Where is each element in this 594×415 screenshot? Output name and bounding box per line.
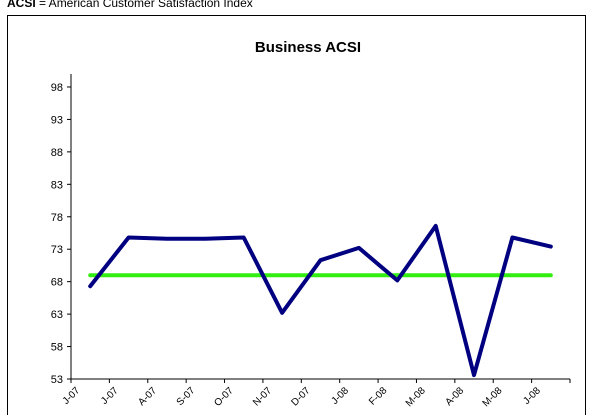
y-tick-label: 83 — [51, 179, 63, 191]
x-tick-label: D-07 — [290, 385, 313, 408]
chart-frame — [7, 15, 586, 415]
chart-axes — [70, 74, 570, 380]
x-tick-label: A-07 — [136, 385, 159, 408]
x-tick-label: M-08 — [404, 385, 428, 409]
y-tick-label: 93 — [51, 114, 63, 126]
x-tick-label: S-07 — [175, 385, 198, 408]
x-tick-label: A-08 — [443, 385, 466, 408]
x-tick-label: O-07 — [212, 385, 236, 409]
series-line-acsi — [88, 223, 553, 378]
y-tick-label: 58 — [51, 342, 63, 354]
x-tick-label: J-07 — [61, 385, 83, 407]
chart-series — [88, 223, 553, 378]
x-tick-label: F-08 — [367, 385, 390, 408]
y-tick-label: 73 — [51, 244, 63, 256]
x-tick-label: M-08 — [481, 385, 505, 409]
x-tick-label: J-08 — [329, 385, 351, 407]
y-tick-label: 88 — [51, 147, 63, 159]
x-tick-label: J-07 — [99, 385, 121, 407]
y-axis-ticks: 53 58 63 68 73 78 83 88 93 98 — [51, 82, 71, 386]
caption-definition: = American Customer Satisfaction Index — [35, 0, 253, 10]
y-tick-label: 53 — [51, 374, 63, 386]
chart-caption: ACSI = American Customer Satisfaction In… — [7, 0, 253, 10]
y-tick-label: 78 — [51, 212, 63, 224]
x-axis-ticks: J-07 J-07 A-07 S-07 O-07 N-07 D-07 J-08 F-08 M-08… — [61, 379, 571, 409]
chart-title: Business ACSI — [255, 39, 361, 56]
caption-abbreviation: ACSI — [7, 0, 36, 10]
y-tick-label: 98 — [51, 82, 63, 94]
y-tick-label: 63 — [51, 309, 63, 321]
x-tick-label: J-08 — [521, 385, 543, 407]
y-tick-label: 68 — [51, 277, 63, 289]
x-tick-label: N-07 — [251, 385, 274, 408]
